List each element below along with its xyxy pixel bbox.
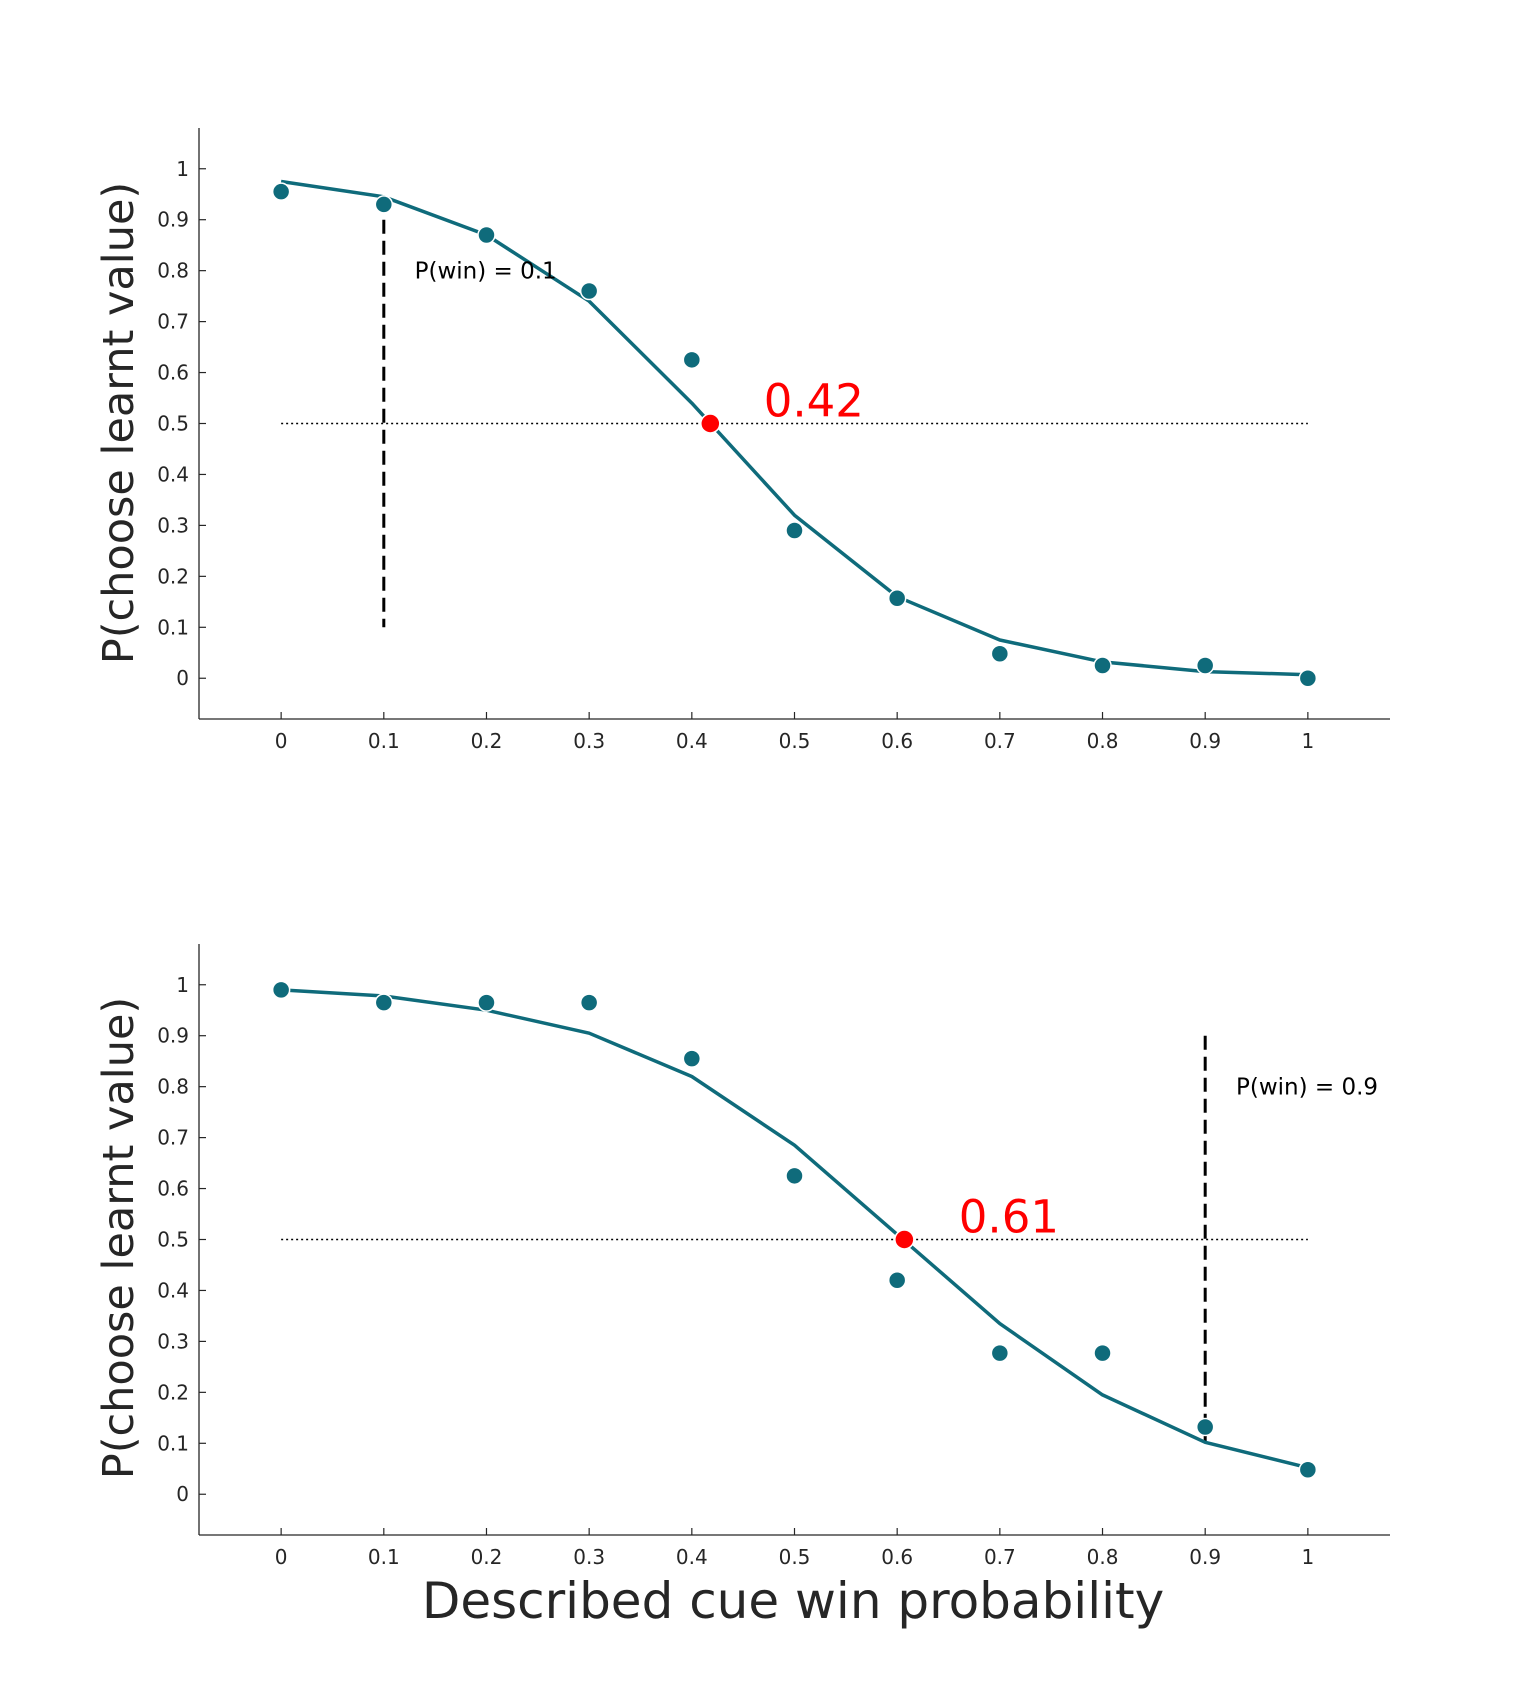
top-data-point bbox=[271, 182, 291, 201]
top-fit-curve bbox=[280, 179, 1308, 677]
top-y-tick-label: 0.4 bbox=[157, 462, 189, 486]
bottom-x-tick-label: 1 bbox=[1301, 1545, 1314, 1569]
top-y-tick-label: 1 bbox=[176, 157, 189, 181]
bottom-fit-curve-group bbox=[280, 988, 1309, 1470]
bottom-x-tick-label: 0.7 bbox=[984, 1545, 1016, 1569]
bottom-y-tick-label: 0.3 bbox=[157, 1329, 189, 1353]
top-marker-label: P(win) = 0.1 bbox=[415, 259, 557, 285]
x-axis-label: Described cue win probability bbox=[422, 1572, 1164, 1630]
top-reference-lines bbox=[281, 219, 1308, 628]
bottom-pse-point bbox=[894, 1229, 915, 1250]
bottom-data-point bbox=[579, 993, 599, 1012]
top-y-tick-label: 0.7 bbox=[157, 310, 189, 334]
bottom-y-tick-label: 0.6 bbox=[157, 1177, 189, 1201]
bottom-data-point bbox=[271, 980, 291, 1000]
bottom-data-point bbox=[682, 1049, 702, 1068]
top-data-point bbox=[477, 225, 496, 245]
bottom-y-axis-label: P(choose learnt value) bbox=[94, 997, 144, 1479]
bottom-fit-curve bbox=[280, 988, 1309, 1470]
bottom-x-tick-label: 0 bbox=[275, 1545, 288, 1569]
bottom-y-tick-label: 0.5 bbox=[157, 1228, 189, 1252]
top-data-point bbox=[1093, 656, 1112, 675]
top-data-point bbox=[682, 350, 702, 370]
top-data-point bbox=[579, 281, 599, 301]
bottom-data-point bbox=[990, 1343, 1010, 1363]
top-y-tick-label: 0.2 bbox=[157, 564, 189, 588]
top-x-tick-label: 0 bbox=[275, 729, 288, 753]
bottom-y-tick-label: 0.4 bbox=[157, 1278, 189, 1302]
top-x-tick-label: 0.6 bbox=[881, 729, 913, 753]
top-x-tick-label: 0.4 bbox=[676, 729, 708, 753]
bottom-data-point bbox=[1298, 1460, 1318, 1480]
bottom-x-tick-label: 0.2 bbox=[471, 1545, 503, 1569]
bottom-y-tick-label: 0.2 bbox=[157, 1380, 189, 1404]
top-x-tick-label: 0.8 bbox=[1087, 729, 1119, 753]
bottom-reference-lines bbox=[281, 1035, 1308, 1444]
top-data-points bbox=[271, 182, 1318, 688]
top-data-point bbox=[785, 521, 804, 540]
bottom-x-ticks: 0 0.1 0.2 0.3 0.4 0.5 0.6 0.7 0.8 0.9 1 bbox=[275, 1528, 1314, 1569]
top-y-tick-label: 0.5 bbox=[157, 412, 189, 436]
top-data-point bbox=[374, 195, 394, 214]
bottom-x-tick-label: 0.4 bbox=[676, 1545, 708, 1569]
top-data-point bbox=[1195, 656, 1215, 675]
bottom-data-point bbox=[785, 1166, 804, 1186]
bottom-y-tick-label: 0 bbox=[176, 1482, 189, 1506]
top-x-tick-label: 0.5 bbox=[779, 729, 811, 753]
bottom-y-tick-label: 0.7 bbox=[157, 1126, 189, 1150]
top-x-tick-label: 0.3 bbox=[573, 729, 605, 753]
bottom-pse-group bbox=[894, 1229, 915, 1250]
bottom-x-tick-label: 0.5 bbox=[779, 1545, 811, 1569]
top-x-tick-label: 0.1 bbox=[368, 729, 400, 753]
bottom-data-point bbox=[477, 993, 496, 1012]
bottom-y-tick-label: 0.8 bbox=[157, 1075, 189, 1099]
top-data-point bbox=[887, 589, 907, 608]
bottom-data-points bbox=[271, 980, 1318, 1480]
bottom-panel: 0 0.1 0.2 0.3 0.4 0.5 0.6 0.7 0.8 0.9 1 0 0.1 0.2 0.3… bbox=[94, 944, 1390, 1569]
top-data-point bbox=[1298, 668, 1318, 688]
top-x-tick-label: 0.7 bbox=[984, 729, 1016, 753]
top-pse-point bbox=[700, 413, 721, 434]
bottom-pse-label: 0.61 bbox=[959, 1191, 1059, 1244]
bottom-marker-label: P(win) = 0.9 bbox=[1236, 1075, 1378, 1101]
bottom-data-point bbox=[887, 1271, 907, 1290]
bottom-x-tick-label: 0.9 bbox=[1189, 1545, 1221, 1569]
bottom-x-tick-label: 0.1 bbox=[368, 1545, 400, 1569]
bottom-data-point bbox=[1093, 1343, 1112, 1363]
bottom-x-tick-label: 0.8 bbox=[1087, 1545, 1119, 1569]
top-data-point bbox=[990, 644, 1010, 664]
top-pse-group bbox=[700, 413, 721, 434]
top-fit-curve-group bbox=[280, 179, 1308, 677]
top-y-tick-label: 0.9 bbox=[157, 208, 189, 232]
bottom-data-point bbox=[374, 993, 394, 1012]
top-x-tick-label: 0.9 bbox=[1189, 729, 1221, 753]
bottom-y-tick-label: 0.9 bbox=[157, 1024, 189, 1048]
top-x-tick-label: 0.2 bbox=[471, 729, 503, 753]
top-x-tick-label: 1 bbox=[1301, 729, 1314, 753]
top-y-tick-label: 0 bbox=[176, 666, 189, 690]
top-y-tick-label: 0.3 bbox=[157, 513, 189, 537]
top-pse-label: 0.42 bbox=[764, 375, 864, 428]
top-y-ticks: 0 0.1 0.2 0.3 0.4 0.5 0.6 0.7 0.8 0.9 1 bbox=[157, 157, 206, 690]
top-y-axis-label: P(choose learnt value) bbox=[94, 182, 144, 664]
bottom-x-tick-label: 0.3 bbox=[573, 1545, 605, 1569]
bottom-x-tick-label: 0.6 bbox=[881, 1545, 913, 1569]
top-y-tick-label: 0.1 bbox=[157, 615, 189, 639]
bottom-data-point bbox=[1195, 1417, 1215, 1437]
top-x-ticks: 0 0.1 0.2 0.3 0.4 0.5 0.6 0.7 0.8 0.9 1 bbox=[275, 712, 1314, 753]
top-y-tick-label: 0.8 bbox=[157, 259, 189, 283]
bottom-y-tick-label: 1 bbox=[176, 973, 189, 997]
top-y-tick-label: 0.6 bbox=[157, 361, 189, 385]
bottom-y-tick-label: 0.1 bbox=[157, 1431, 189, 1455]
top-panel: 0 0.1 0.2 0.3 0.4 0.5 0.6 0.7 0.8 0.9 1 0 0.1 0.2 0.3… bbox=[94, 128, 1390, 753]
bottom-y-ticks: 0 0.1 0.2 0.3 0.4 0.5 0.6 0.7 0.8 0.9 1 bbox=[157, 973, 206, 1506]
